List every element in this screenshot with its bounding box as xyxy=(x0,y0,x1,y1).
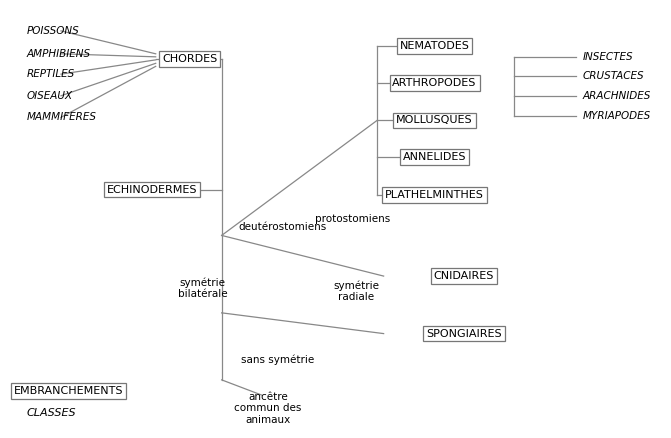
Text: MYRIAPODES: MYRIAPODES xyxy=(583,111,651,121)
Text: POISSONS: POISSONS xyxy=(26,26,79,36)
Text: MOLLUSQUES: MOLLUSQUES xyxy=(397,115,473,125)
Text: PLATHELMINTHES: PLATHELMINTHES xyxy=(385,190,484,200)
Text: CNIDAIRES: CNIDAIRES xyxy=(433,271,494,281)
Text: AMPHIBIENS: AMPHIBIENS xyxy=(26,49,91,59)
Text: ARTHROPODES: ARTHROPODES xyxy=(393,78,477,88)
Text: CRUSTACES: CRUSTACES xyxy=(583,71,644,81)
Text: NEMATODES: NEMATODES xyxy=(400,41,470,51)
Text: INSECTES: INSECTES xyxy=(583,52,633,62)
Text: ECHINODERMES: ECHINODERMES xyxy=(107,184,198,194)
Text: ancêtre
commun des
animaux: ancêtre commun des animaux xyxy=(234,392,302,425)
Text: SPONGIAIRES: SPONGIAIRES xyxy=(426,328,502,339)
Text: REPTILES: REPTILES xyxy=(26,69,74,79)
Text: deutérostomiens: deutérostomiens xyxy=(239,222,327,232)
Text: protostomiens: protostomiens xyxy=(315,214,391,224)
Text: symétrie
bilatérale: symétrie bilatérale xyxy=(178,277,227,299)
Text: EMBRANCHEMENTS: EMBRANCHEMENTS xyxy=(14,386,123,396)
Text: sans symétrie: sans symétrie xyxy=(241,354,315,365)
Text: CLASSES: CLASSES xyxy=(26,408,76,418)
Text: OISEAUX: OISEAUX xyxy=(26,91,72,101)
Text: ARACHNIDES: ARACHNIDES xyxy=(583,91,651,101)
Text: ANNELIDES: ANNELIDES xyxy=(403,152,466,162)
Text: MAMMIFERES: MAMMIFERES xyxy=(26,113,97,122)
Text: CHORDES: CHORDES xyxy=(162,54,217,64)
Text: symétrie
radiale: symétrie radiale xyxy=(333,280,379,302)
